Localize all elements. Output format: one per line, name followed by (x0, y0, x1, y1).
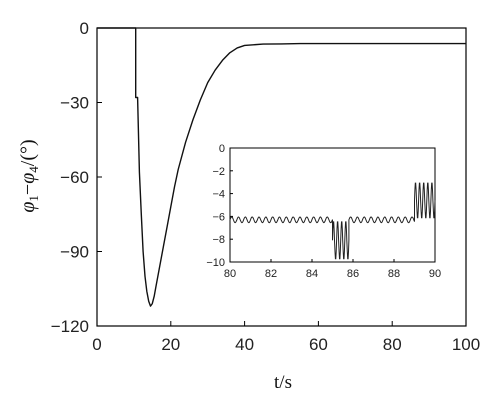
ylabel-sub1: 1 (26, 195, 41, 202)
inset-x-tick-label: 88 (388, 268, 400, 280)
ylabel-phi4: φ (17, 173, 39, 184)
main-series-line (97, 27, 466, 307)
inset-y-tick-label: −6 (212, 211, 225, 223)
main-x-tick-label: 100 (452, 335, 480, 354)
main-y-tick-label: −90 (60, 243, 89, 262)
main-x-tick-label: 80 (383, 335, 402, 354)
inset-x-tick-label: 82 (265, 268, 277, 280)
inset-x-tick-label: 80 (224, 268, 236, 280)
main-y-tick-label: −60 (60, 168, 89, 187)
ylabel-unit: /(°) (17, 139, 39, 166)
y-axis-label: φ1−φ4/(°) (17, 139, 41, 212)
inset-y-tick-label: −4 (212, 189, 225, 201)
ylabel-dash: − (17, 184, 39, 195)
main-y-tick-label: −120 (51, 317, 89, 336)
main-x-tick-label: 20 (161, 335, 180, 354)
main-x-tick-label: 40 (235, 335, 254, 354)
main-x-tick-label: 60 (309, 335, 328, 354)
inset-y-tick-label: −10 (206, 257, 225, 269)
main-y-tick-label: 0 (80, 19, 89, 38)
ylabel-phi1: φ (17, 202, 39, 213)
inset-x-tick-label: 90 (429, 268, 441, 280)
inset-chart: 80 82 84 86 88 90 0 −2 −4 −6 −8 −10 (206, 143, 441, 280)
x-axis-label: t/s (274, 372, 292, 393)
main-y-tick-label: −30 (60, 94, 89, 113)
inset-y-tick-label: −2 (212, 166, 225, 178)
inset-series-line (229, 182, 436, 260)
inset-x-tick-label: 86 (347, 268, 359, 280)
inset-y-tick-label: −8 (212, 234, 225, 246)
inset-x-tick-label: 84 (306, 268, 318, 280)
inset-y-tick-label: 0 (219, 143, 225, 155)
ylabel-sub4: 4 (26, 166, 41, 173)
main-x-tick-label: 0 (92, 335, 101, 354)
